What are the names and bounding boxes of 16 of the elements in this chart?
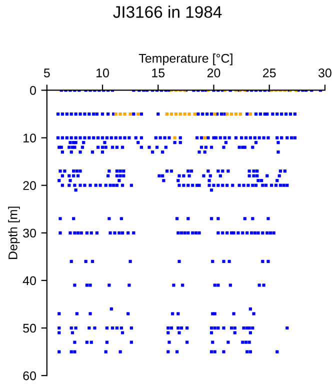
y-tick-label: 50 [23, 324, 36, 333]
x-tick-label: 10 [96, 68, 109, 78]
chart-title: JI3166 in 1984 [113, 6, 222, 18]
y-tick-label: 0 [30, 86, 36, 95]
y-axis-title: Depth [m] [8, 206, 20, 259]
x-tick-label: 20 [207, 68, 220, 78]
x-axis-title: Temperature [°C] [138, 54, 232, 66]
y-tick-label: 20 [23, 181, 36, 190]
y-tick-label: 60 [23, 371, 36, 380]
y-tick-label: 10 [24, 134, 36, 142]
x-tick-label: 15 [152, 68, 165, 78]
y-tick-label: 40 [22, 276, 36, 286]
y-tick-label: 30 [23, 228, 36, 238]
x-tick-label: 5 [44, 68, 50, 78]
x-tick-label: 25 [263, 68, 276, 78]
x-tick-label: 30 [318, 68, 332, 78]
